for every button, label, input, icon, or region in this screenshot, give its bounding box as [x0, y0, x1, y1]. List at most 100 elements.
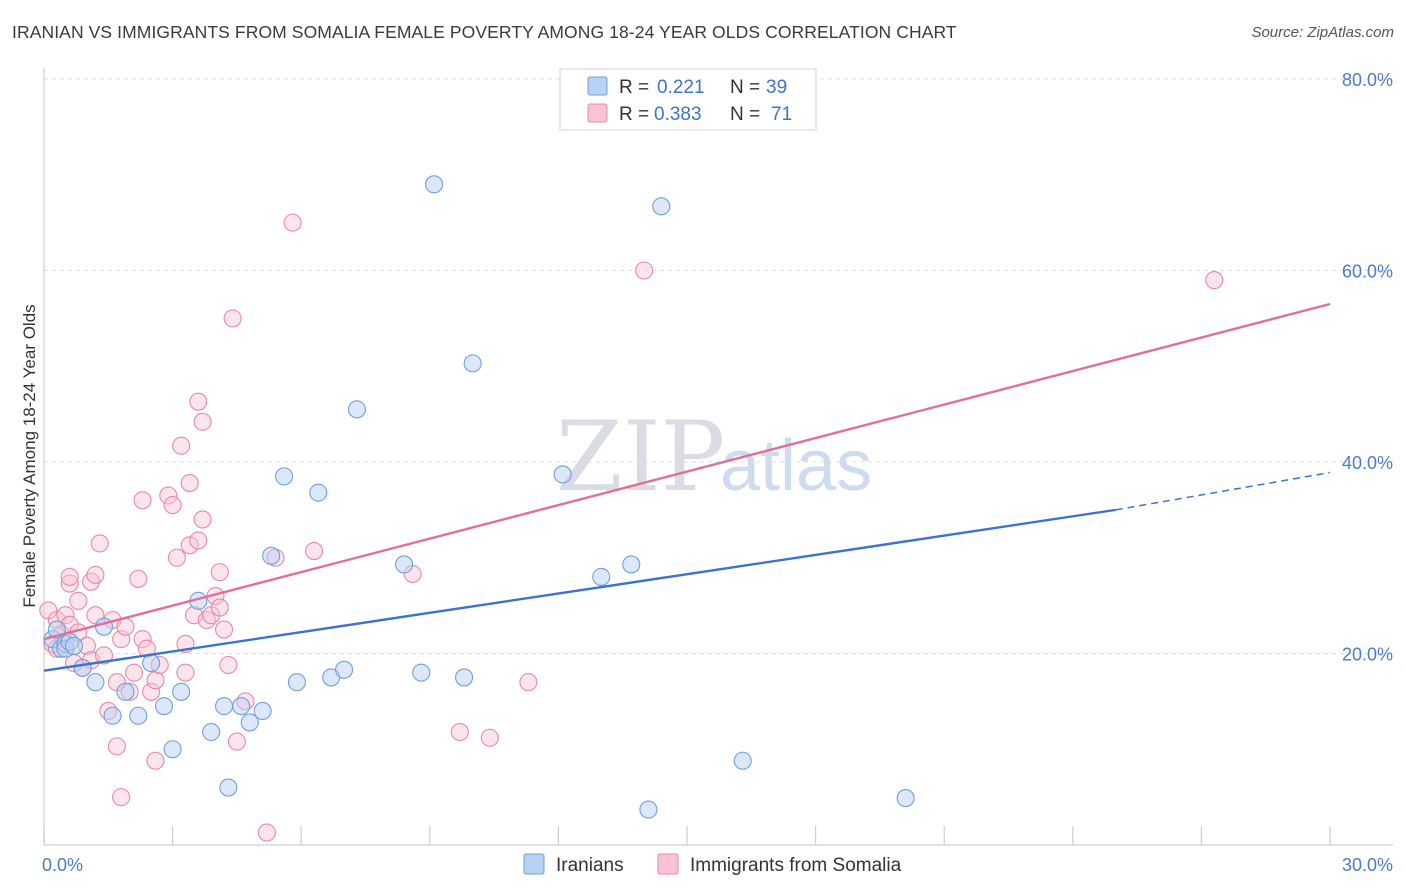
bottom-legend-iranians: Iranians [556, 855, 624, 876]
iranian-point-40 [652, 197, 671, 216]
somalia-point-37 [159, 486, 178, 505]
gridlines [44, 78, 1393, 654]
somalia-point-69 [1205, 271, 1224, 290]
iranian-point-41 [733, 751, 752, 770]
legend-n-label-1: N = [730, 77, 760, 98]
iranian-point-14 [154, 697, 174, 716]
iranian-point-33 [425, 175, 444, 194]
iranian-point-31 [395, 555, 414, 574]
somalia-point-8 [60, 567, 79, 586]
somalia-point-43 [180, 474, 199, 493]
somalia-point-47 [189, 531, 208, 550]
somalia-point-65 [450, 722, 469, 742]
somalia-point-48 [193, 510, 212, 529]
iranian-point-8 [86, 673, 105, 692]
iranian-point-20 [219, 778, 238, 797]
legend-swatch-somalia [587, 103, 608, 123]
somalia-point-17 [86, 565, 105, 585]
axes [43, 68, 1393, 846]
somalia-point-26 [116, 617, 135, 636]
x-tick-label-1: 30.0% [1342, 855, 1393, 875]
x-tick-labels: 0.0% 30.0% [42, 855, 1393, 875]
somalia-point-66 [480, 728, 499, 747]
somalia-point-44 [180, 536, 199, 555]
somalia-point-29 [129, 569, 148, 588]
somalia-point-39 [167, 548, 186, 567]
iranian-point-42 [896, 789, 915, 808]
legend-r-label-2: R = [619, 104, 649, 125]
watermark-atlas: atlas [720, 426, 872, 506]
source-label: Source: ZipAtlas.com [1251, 24, 1394, 41]
iranian-point-26 [287, 673, 306, 692]
y-tick-label-2: 60.0% [1342, 262, 1393, 282]
somalia-point-58 [227, 732, 246, 751]
iranian-point-10 [103, 706, 122, 725]
iranian-point-32 [412, 663, 431, 682]
somalia-point-49 [193, 412, 212, 431]
somalia-point-55 [214, 620, 234, 639]
iranian-point-21 [232, 697, 251, 716]
x-ticks [43, 826, 1331, 845]
iranian-point-15 [163, 740, 182, 759]
watermark-zip: ZIP [556, 401, 725, 513]
legend-swatch-iranians [587, 76, 608, 96]
somalia-point-18 [90, 534, 109, 553]
somalia-point-63 [305, 541, 324, 561]
bottom-legend-swatch-iranians [523, 853, 545, 875]
somalia-point-53 [210, 598, 229, 617]
somalia-point-46 [189, 392, 208, 411]
somalia-point-19 [94, 646, 114, 665]
correlation-legend: R = 0.221 N = 39 R = 0.383 N = 71 [559, 68, 817, 131]
somalia-point-28 [124, 663, 144, 682]
iranian-point-11 [116, 682, 135, 701]
iranian-point-30 [347, 400, 366, 419]
iranian-point-29 [335, 660, 354, 679]
iranian-point-36 [553, 465, 572, 484]
somalia-point-56 [219, 655, 238, 675]
somalia-point-7 [60, 574, 79, 593]
iranian-point-23 [253, 701, 272, 721]
series-legend: Iranians Immigrants from Somalia [523, 853, 902, 876]
somalia-point-23 [107, 737, 126, 756]
somalia-point-68 [635, 261, 654, 280]
y-tick-label-0: 20.0% [1342, 645, 1393, 665]
somalia-point-33 [142, 682, 161, 701]
somalia-point-5 [56, 606, 75, 625]
iranian-point-7 [73, 658, 92, 677]
somalia-point-54 [210, 563, 229, 582]
somalia-point-34 [146, 671, 165, 690]
iranian-point-16 [172, 682, 191, 701]
somalia-points [39, 213, 1224, 842]
iranian-point-18 [202, 722, 221, 742]
somalia-point-57 [223, 309, 242, 328]
iranian-point-12 [129, 706, 148, 725]
bottom-legend-somalia: Immigrants from Somalia [690, 855, 902, 876]
somalia-point-67 [519, 673, 538, 692]
somalia-point-42 [176, 663, 195, 682]
iranian-trend-extension [1115, 471, 1331, 511]
x-tick-label-0: 0.0% [42, 855, 83, 875]
iranian-point-39 [639, 800, 658, 819]
somalia-point-60 [257, 823, 276, 842]
iranian-point-22 [240, 713, 259, 732]
iranian-point-38 [622, 555, 641, 574]
iranian-point-27 [309, 483, 328, 502]
iranian-points [43, 175, 915, 819]
iranian-point-19 [214, 697, 234, 716]
somalia-point-25 [112, 788, 131, 807]
somalia-point-38 [163, 496, 182, 515]
iranian-point-13 [142, 654, 161, 673]
iranian-point-37 [592, 567, 611, 586]
somalia-point-62 [283, 213, 302, 232]
chart-title: IRANIAN VS IMMIGRANTS FROM SOMALIA FEMAL… [12, 22, 957, 42]
y-tick-label-3: 80.0% [1342, 70, 1393, 90]
legend-n-label-2: N = [730, 104, 760, 125]
bottom-legend-swatch-somalia [657, 853, 679, 875]
somalia-point-40 [172, 436, 191, 455]
y-tick-labels: 20.0% 40.0% 60.0% 80.0% [1342, 70, 1393, 665]
somalia-point-30 [133, 491, 152, 510]
somalia-trend-line [43, 302, 1331, 641]
legend-n-value-1: 39 [766, 77, 787, 98]
iranian-trend-line [43, 508, 1116, 672]
